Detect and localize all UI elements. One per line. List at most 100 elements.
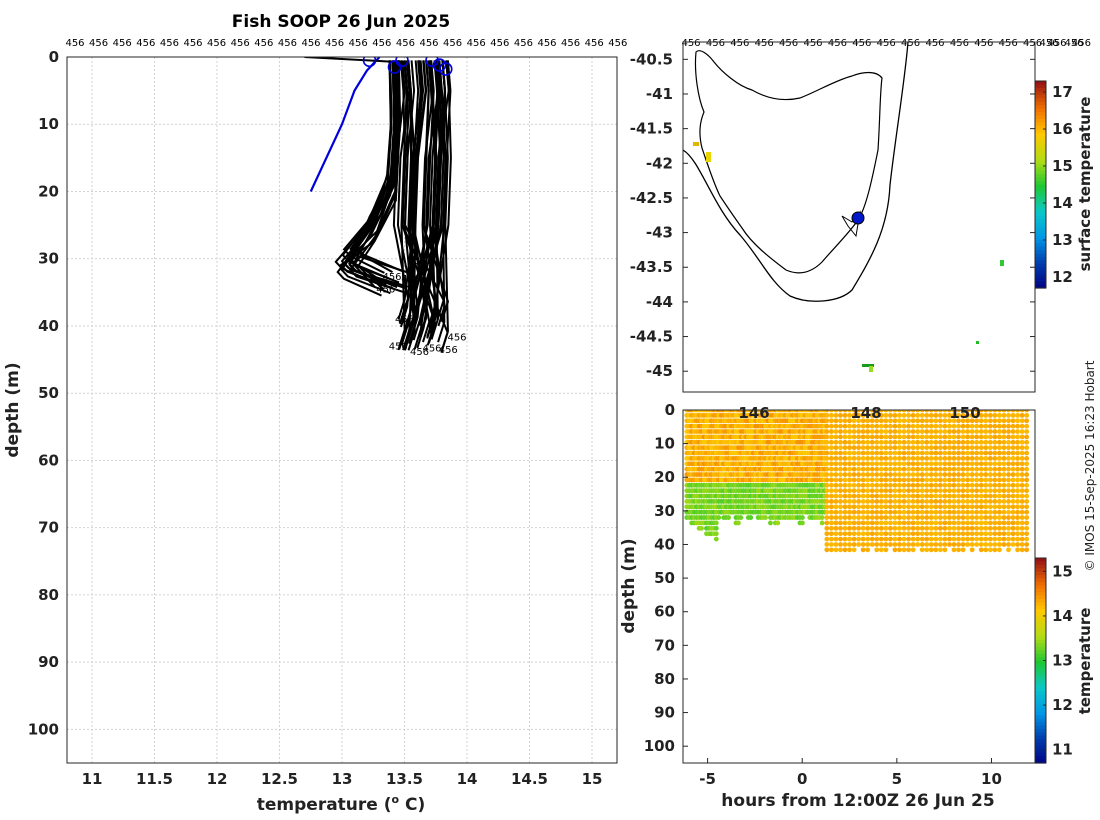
- section-dot: [851, 461, 857, 467]
- section-dot: [860, 509, 866, 515]
- section-dot: [947, 445, 952, 451]
- section-dot: [878, 520, 884, 526]
- section-dot: [960, 472, 966, 477]
- section-dot: [842, 504, 848, 510]
- section-dot: [987, 493, 993, 499]
- section-dot: [838, 482, 843, 488]
- section-dot: [928, 439, 934, 445]
- section-dot: [824, 450, 830, 456]
- section-dot: [713, 536, 719, 542]
- section-dot: [942, 461, 948, 467]
- section-y-tick-label: 100: [644, 737, 675, 755]
- section-dot: [1015, 525, 1020, 531]
- section-dot: [824, 525, 830, 531]
- section-dot: [992, 456, 998, 461]
- section-dot: [1015, 542, 1020, 547]
- section-dot: [987, 525, 993, 531]
- section-dot: [997, 434, 1002, 440]
- section-dot: [860, 547, 866, 553]
- section-dot: [888, 504, 893, 510]
- section-dot: [960, 434, 966, 440]
- colorbar-swatch: [1035, 667, 1046, 672]
- section-dot: [1019, 488, 1025, 494]
- section-dot: [951, 525, 957, 531]
- colorbar-swatch: [1035, 139, 1046, 144]
- colorbar-swatch: [1035, 602, 1046, 607]
- section-dot: [933, 429, 939, 434]
- section-dot: [919, 515, 925, 520]
- section-dot: [828, 536, 834, 542]
- colorbar-swatch: [1035, 640, 1046, 645]
- section-dot: [1010, 456, 1016, 461]
- section-dot: [901, 461, 907, 467]
- section-dot: [937, 461, 943, 467]
- section-dot: [933, 418, 939, 424]
- section-dot: [978, 450, 984, 456]
- section-dot: [892, 542, 898, 547]
- section-dot: [869, 418, 875, 424]
- section-dot: [1001, 445, 1007, 451]
- section-dot: [960, 429, 966, 434]
- section-dot: [1024, 542, 1030, 547]
- section-dot: [906, 504, 911, 510]
- section-dot: [888, 520, 893, 526]
- section-dot: [906, 450, 911, 456]
- section-dot: [997, 542, 1002, 547]
- section-dot: [951, 547, 957, 553]
- colorbar-swatch: [1035, 160, 1046, 165]
- section-dot: [924, 410, 930, 413]
- section-dot: [947, 477, 952, 483]
- colorbar-swatch: [1035, 636, 1046, 641]
- section-dot: [942, 499, 948, 504]
- colorbar-swatch: [1035, 571, 1046, 576]
- section-dot: [897, 504, 902, 510]
- section-dot: [865, 439, 871, 445]
- colorbar-swatch: [1035, 229, 1046, 234]
- section-dot: [838, 531, 843, 537]
- section-dot: [924, 536, 930, 542]
- section-dot: [860, 542, 866, 547]
- colorbar-swatch: [1035, 212, 1046, 217]
- section-dot: [928, 536, 934, 542]
- colorbar-swatch: [1035, 650, 1046, 655]
- section-dot: [828, 418, 834, 424]
- section-dot: [869, 536, 875, 542]
- y-tick-label: 40: [38, 317, 59, 335]
- section-dot: [951, 488, 957, 494]
- section-dot: [1010, 410, 1016, 413]
- section-dot: [842, 515, 848, 520]
- section-dot: [878, 477, 884, 483]
- colorbar-swatch: [1035, 722, 1046, 727]
- section-dot: [874, 439, 880, 445]
- section-dot: [987, 434, 993, 440]
- section-dot: [897, 509, 902, 515]
- section-dot: [901, 429, 907, 434]
- section-dot: [847, 493, 852, 499]
- section-dot: [974, 520, 980, 526]
- section-dot: [919, 542, 925, 547]
- section-dot: [838, 499, 843, 504]
- section-dot: [974, 423, 980, 429]
- section-dot: [1006, 472, 1011, 477]
- section-dot: [842, 472, 848, 477]
- section-dot: [828, 429, 834, 434]
- section-dot: [828, 547, 834, 553]
- section-dot: [947, 525, 952, 531]
- section-dot: [915, 418, 921, 424]
- section-dot: [824, 504, 830, 510]
- section-dot: [933, 423, 939, 429]
- section-dot: [983, 488, 989, 494]
- colorbar-swatch: [1035, 281, 1046, 286]
- map-profile-id-label: 456: [755, 38, 774, 49]
- section-dot: [860, 410, 866, 413]
- section-dot: [987, 515, 993, 520]
- colorbar-swatch: [1035, 677, 1046, 682]
- section-dot: [838, 472, 843, 477]
- section-dot: [869, 515, 875, 520]
- section-dot: [933, 445, 939, 451]
- colorbar-swatch: [1035, 205, 1046, 210]
- colorbar-swatch: [1035, 691, 1046, 696]
- section-dot: [924, 445, 930, 451]
- section-dot: [974, 412, 980, 418]
